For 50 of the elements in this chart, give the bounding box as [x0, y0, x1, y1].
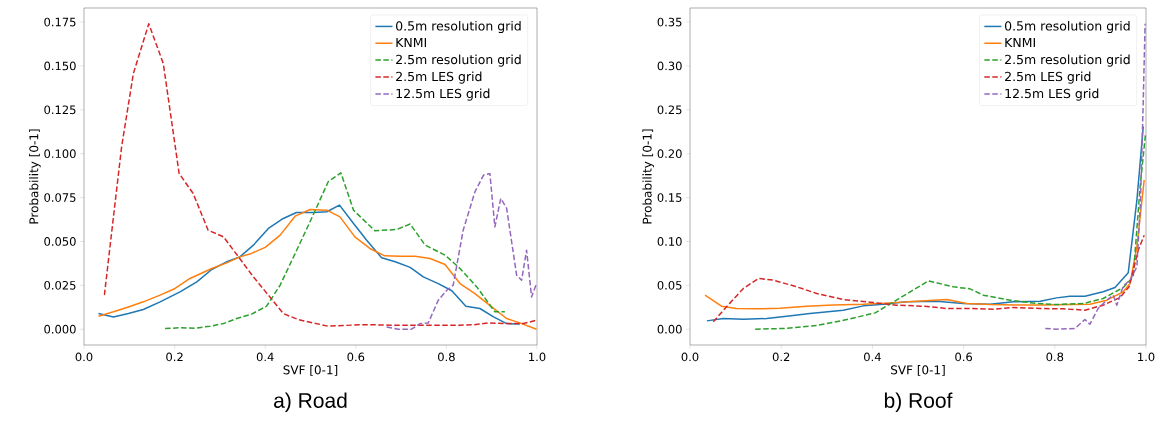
y-tick-label: 0.25	[657, 105, 682, 115]
text: a) Road	[274, 392, 347, 413]
x-tick-label: 0.4	[864, 352, 881, 362]
y-tick-label: 0.20	[657, 149, 682, 159]
line-series	[164, 172, 506, 330]
line-series	[706, 125, 1145, 322]
x-tick-label: 0.0	[681, 352, 699, 362]
x-tick-label: 0.0	[75, 352, 93, 362]
x-tick-label: 0.8	[1046, 352, 1064, 362]
y-tick-label: 0.15	[657, 193, 682, 202]
x-tick-label: 0.8	[438, 352, 455, 362]
y-tick-label: 0.05	[657, 280, 682, 290]
legend-label: 12.5m LES grid	[1005, 88, 1099, 101]
x-tick-label: 0.6	[955, 352, 973, 362]
legend-label: 0.5m resolution grid	[1004, 20, 1130, 34]
legend-label: KNMI	[1005, 37, 1035, 48]
x-tick-label: 0.2	[166, 352, 183, 362]
y-tick-label: 0.075	[44, 193, 76, 202]
y-tick-label: 0.35	[657, 17, 682, 27]
line-series	[754, 132, 1147, 330]
x-tick-label: 0.4	[256, 352, 274, 362]
y-axis-title: Probability [0-1]	[29, 129, 41, 224]
line-series	[704, 179, 1145, 310]
legend-label: 2.5m LES grid	[396, 71, 482, 84]
x-tick-label: 0.2	[772, 352, 790, 362]
y-tick-label: 0.10	[657, 237, 682, 246]
x-axis-title: SVF [0-1]	[891, 365, 945, 376]
x-tick-label: 1.0	[1138, 352, 1155, 362]
y-tick-label: 0.150	[44, 61, 76, 71]
y-tick-label: 0.050	[44, 237, 76, 246]
x-tick-label: 1.0	[529, 352, 546, 362]
text: b) Roof	[884, 392, 953, 413]
legend-label: 12.5m LES grid	[396, 88, 490, 101]
legend-label: 2.5m LES grid	[1005, 71, 1091, 84]
y-tick-label: 0.125	[44, 105, 76, 115]
y-tick-label: 0.00	[657, 324, 682, 334]
legend-label: 0.5m resolution grid	[396, 20, 521, 34]
y-tick-label: 0.30	[657, 61, 682, 71]
x-tick-label: 0.6	[347, 352, 365, 362]
legend-label: KNMI	[396, 37, 427, 48]
line-series	[712, 234, 1145, 323]
y-tick-label: 0.175	[44, 17, 76, 27]
legend-label: 2.5m resolution grid	[1005, 54, 1130, 67]
y-tick-label: 0.100	[44, 149, 76, 159]
y-axis-title: Probability [0-1]	[642, 129, 654, 224]
y-tick-label: 0.000	[44, 324, 76, 334]
legend-label: 2.5m resolution grid	[396, 54, 521, 67]
x-axis-title: SVF [0-1]	[283, 365, 338, 376]
y-tick-label: 0.025	[44, 280, 76, 290]
line-series	[385, 172, 538, 330]
